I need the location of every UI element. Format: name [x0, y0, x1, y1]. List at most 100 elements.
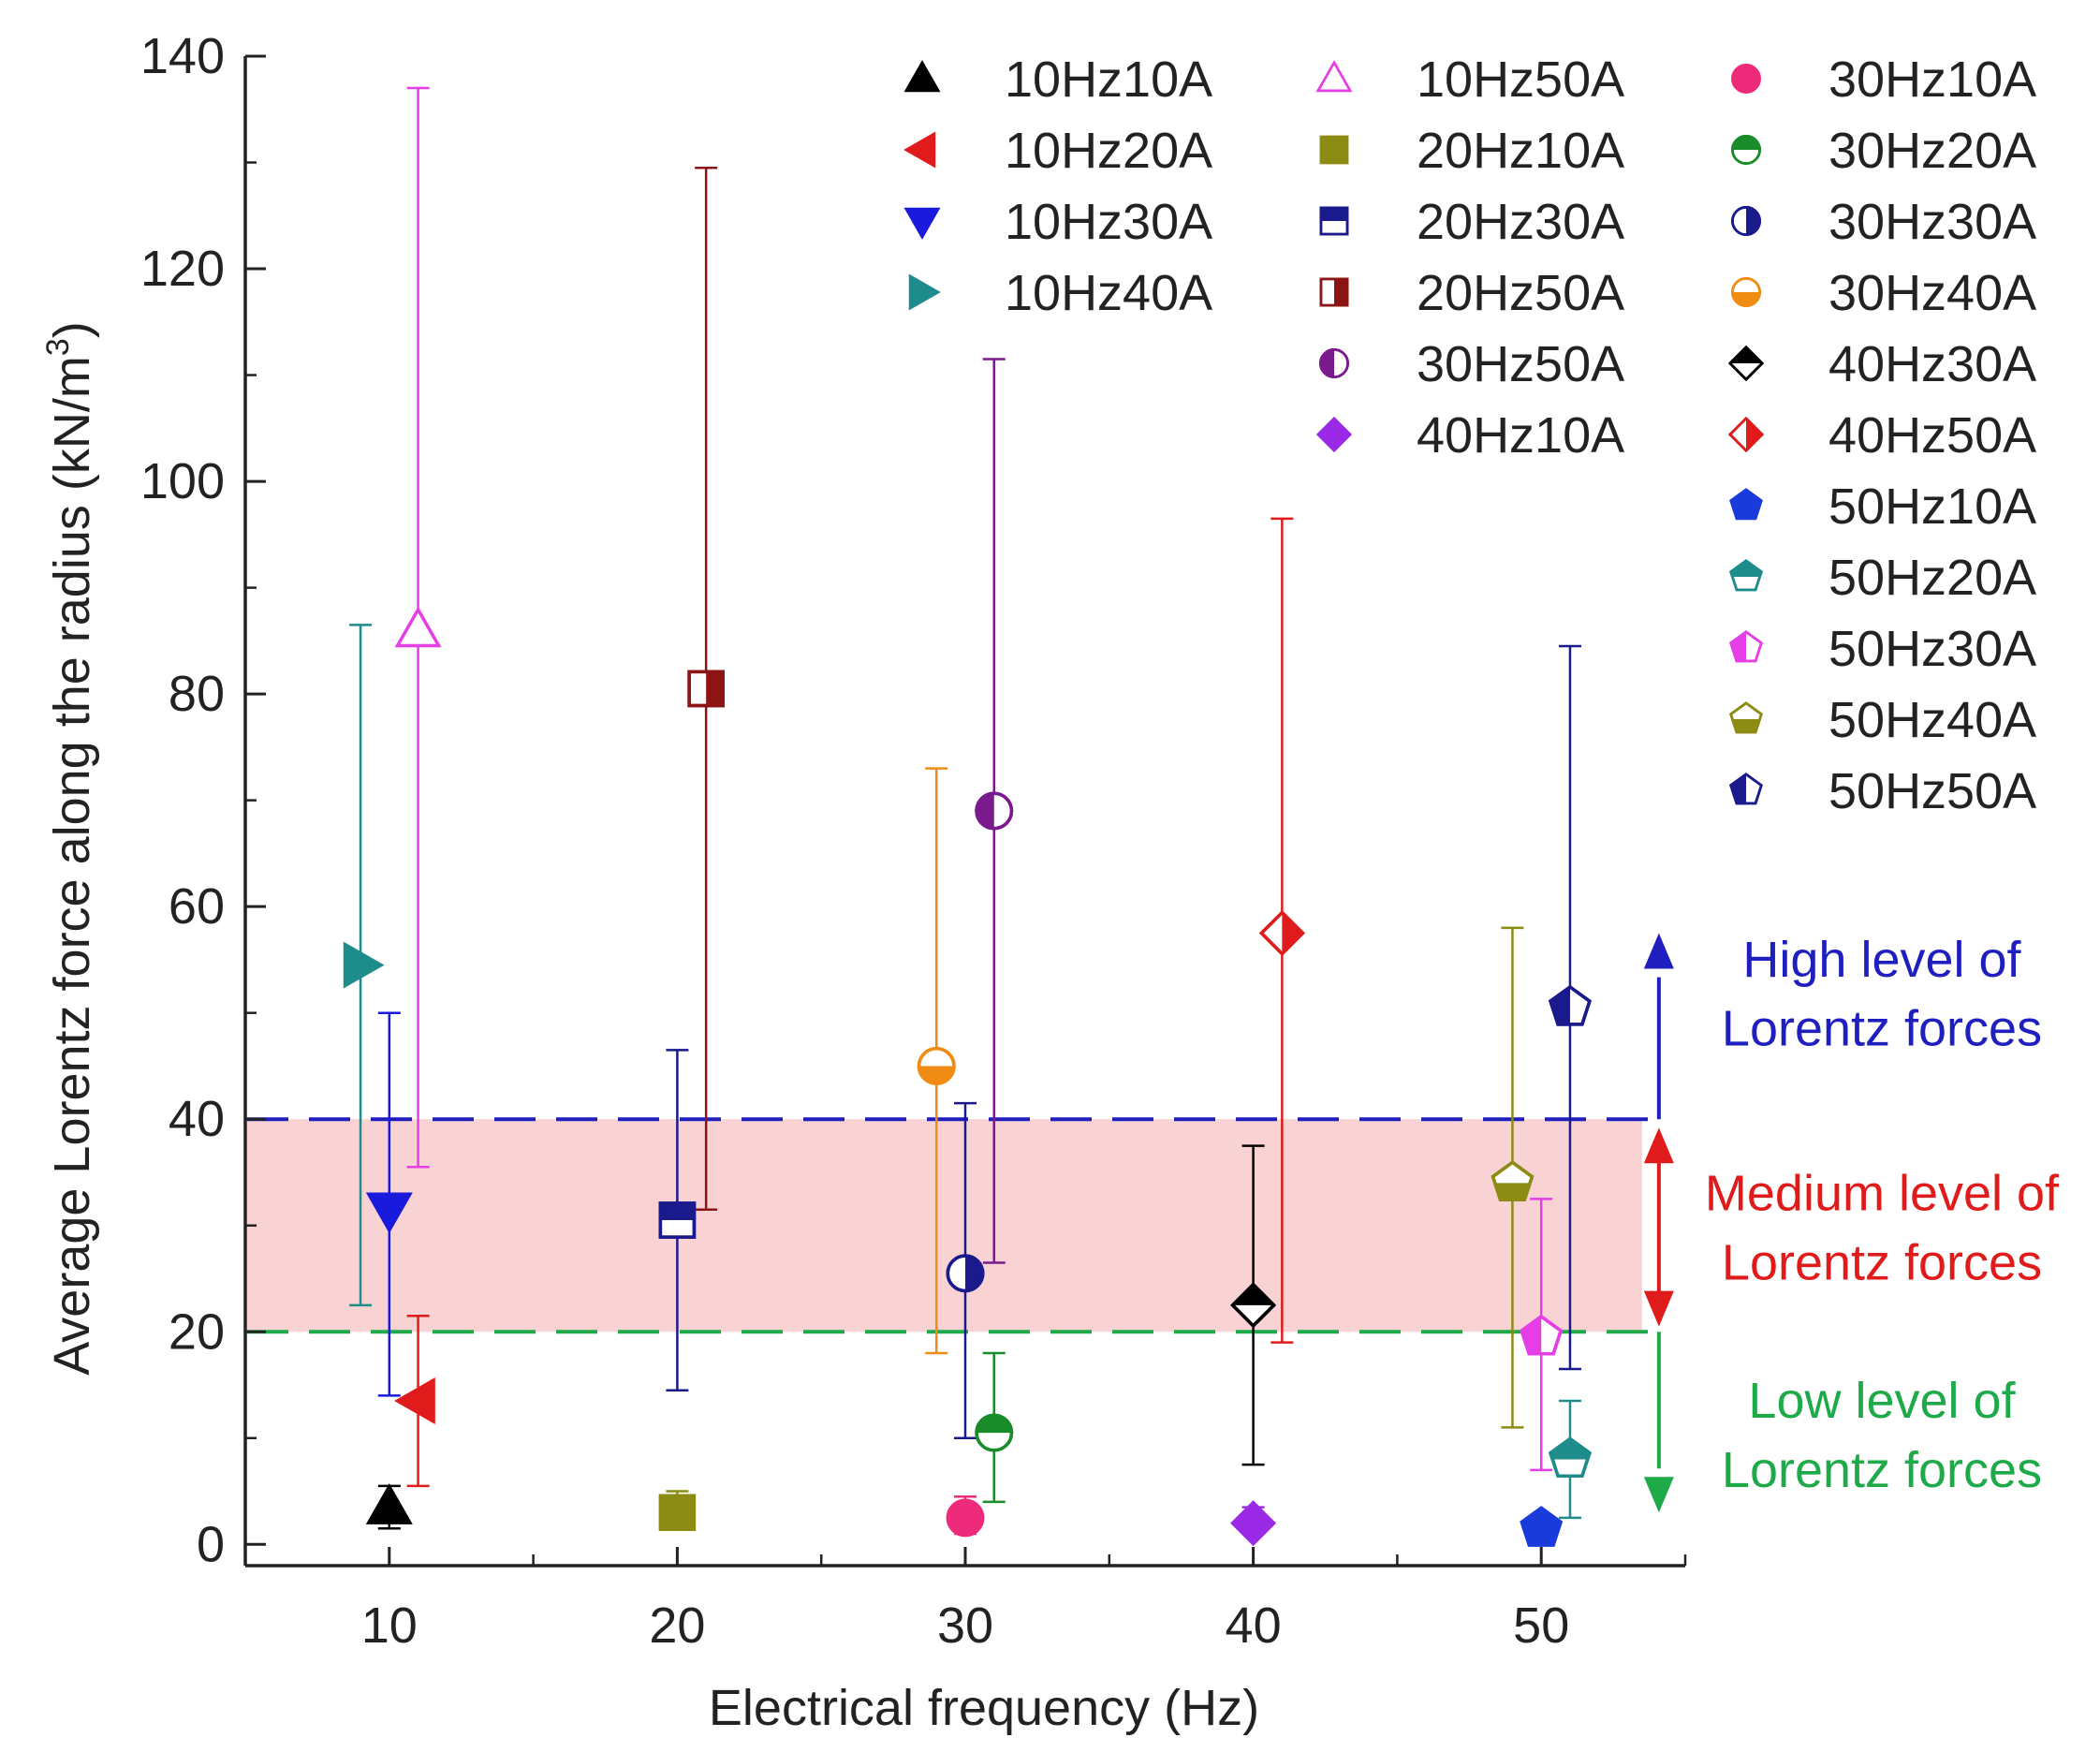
legend-label: 10Hz10A — [1005, 52, 1212, 108]
legend-label: 50Hz30A — [1828, 621, 2036, 677]
legend-label: 50Hz20A — [1828, 550, 2036, 606]
arrow-head-down — [1643, 1290, 1674, 1327]
legend-label: 50Hz10A — [1828, 478, 2036, 535]
x-tick-label: 50 — [1513, 1597, 1569, 1654]
legend-marker-30Hz30A — [1731, 206, 1761, 236]
data-point-30Hz10A — [946, 1498, 985, 1538]
legend-marker-40Hz50A — [1727, 416, 1765, 453]
data-point-10Hz10A — [365, 1483, 413, 1524]
data-point-10Hz20A — [394, 1377, 435, 1425]
medium-level-band — [247, 1119, 1642, 1332]
annotation-low: Low level of Lorentz forces — [1722, 1373, 2042, 1498]
data-point-50Hz30A — [1520, 1314, 1564, 1356]
legend-marker-10Hz50A — [1315, 60, 1353, 93]
data-point-10Hz40A — [343, 941, 385, 989]
legend-item-40Hz50A: 40Hz50A — [1727, 407, 2036, 464]
threshold-lines-layer — [247, 1117, 1659, 1334]
legend-item-20Hz30A: 20Hz30A — [1319, 194, 1624, 250]
y-tick-label: 120 — [140, 241, 225, 297]
data-markers-layer — [343, 606, 1592, 1547]
legend-label: 30Hz20A — [1828, 123, 2036, 179]
legend-marker-50Hz40A — [1729, 701, 1763, 734]
legend-item-30Hz10A: 30Hz10A — [1731, 52, 2036, 108]
legend-item-10Hz40A: 10Hz40A — [908, 265, 1212, 321]
legend-label: 10Hz50A — [1417, 52, 1624, 108]
legend-marker-20Hz30A — [1319, 206, 1349, 236]
y-tick-label: 60 — [169, 878, 225, 935]
data-point-50Hz20A — [1548, 1436, 1592, 1479]
legend-label: 40Hz30A — [1828, 336, 2036, 392]
legend-marker-10Hz40A — [908, 273, 941, 311]
y-tick-label: 140 — [140, 28, 225, 84]
data-point-40Hz50A — [1258, 910, 1305, 957]
arrow-head-down — [1643, 1477, 1674, 1513]
legend-item-50Hz10A: 50Hz10A — [1729, 478, 2036, 535]
legend-label: 30Hz10A — [1828, 52, 2036, 108]
legend-label: 20Hz50A — [1417, 265, 1624, 321]
legend-marker-50Hz50A — [1729, 773, 1763, 805]
annotation-text: Lorentz forces — [1722, 1001, 2042, 1057]
data-point-50Hz10A — [1520, 1506, 1564, 1547]
annotation-high: High level of Lorentz forces — [1722, 932, 2042, 1057]
legend-item-20Hz10A: 20Hz10A — [1319, 123, 1624, 179]
data-point-40Hz30A — [1230, 1282, 1277, 1329]
legend-label: 30Hz50A — [1417, 336, 1624, 392]
annotation-text: Medium level of — [1705, 1166, 2060, 1222]
legend-label: 30Hz30A — [1828, 194, 2036, 250]
legend-marker-10Hz20A — [903, 131, 936, 169]
legend-item-30Hz30A: 30Hz30A — [1731, 194, 2036, 250]
legend-label: 10Hz40A — [1005, 265, 1212, 321]
y-tick-label: 100 — [140, 453, 225, 509]
y-tick-label: 0 — [197, 1516, 225, 1572]
data-point-30Hz40A — [917, 1047, 956, 1085]
legend-label: 20Hz30A — [1417, 194, 1624, 250]
medium-level-band-layer — [247, 1119, 1642, 1332]
annotation-text: Lorentz forces — [1722, 1234, 2042, 1290]
data-point-10Hz50A — [394, 606, 442, 648]
data-point-40Hz10A — [1230, 1500, 1277, 1547]
legend-marker-20Hz50A — [1319, 277, 1349, 307]
legend-marker-40Hz10A — [1315, 416, 1353, 453]
x-tick-label: 40 — [1226, 1597, 1282, 1654]
legend-label: 40Hz50A — [1828, 407, 2036, 464]
data-point-20Hz30A — [658, 1201, 697, 1239]
legend-label: 50Hz50A — [1828, 763, 2036, 819]
legend-item-30Hz50A: 30Hz50A — [1319, 336, 1624, 392]
legend-label: 50Hz40A — [1828, 692, 2036, 748]
legend-marker-40Hz30A — [1727, 345, 1765, 382]
x-tick-label: 20 — [649, 1597, 705, 1654]
legend: 10Hz10A 10Hz20A 10Hz30A 10Hz40A 10Hz50A 20Hz1… — [903, 52, 2036, 819]
legend-label: 20Hz10A — [1417, 123, 1624, 179]
legend-item-50Hz30A: 50Hz30A — [1729, 621, 2036, 677]
legend-item-10Hz30A: 10Hz30A — [903, 194, 1212, 250]
data-point-30Hz50A — [975, 791, 1014, 831]
legend-marker-10Hz10A — [903, 60, 941, 93]
data-point-20Hz10A — [658, 1494, 697, 1532]
legend-item-20Hz50A: 20Hz50A — [1319, 265, 1624, 321]
legend-label: 30Hz40A — [1828, 265, 2036, 321]
legend-marker-50Hz30A — [1729, 630, 1763, 663]
y-tick-label: 20 — [169, 1303, 225, 1360]
data-point-20Hz50A — [687, 670, 725, 708]
arrow-head-up — [1643, 933, 1674, 969]
data-point-50Hz50A — [1548, 984, 1592, 1026]
x-tick-label: 10 — [361, 1597, 418, 1654]
axes-layer: 0 20 40 60 80 100 120 140 10 20 30 40 50 Electrical f… — [40, 28, 1687, 1736]
legend-label: 40Hz10A — [1417, 407, 1624, 464]
legend-label: 10Hz30A — [1005, 194, 1212, 250]
legend-item-30Hz40A: 30Hz40A — [1731, 265, 2036, 321]
annotation-text: Lorentz forces — [1722, 1442, 2042, 1498]
legend-label: 10Hz20A — [1005, 123, 1212, 179]
legend-item-50Hz40A: 50Hz40A — [1729, 692, 2036, 748]
y-axis-label: Average Lorentz force along the radius (… — [40, 321, 100, 1375]
legend-item-10Hz20A: 10Hz20A — [903, 123, 1212, 179]
legend-marker-30Hz20A — [1731, 135, 1761, 165]
legend-marker-10Hz30A — [903, 207, 941, 240]
arrow-head-up — [1643, 1127, 1674, 1164]
legend-item-40Hz10A: 40Hz10A — [1315, 407, 1624, 464]
legend-marker-30Hz50A — [1319, 348, 1349, 378]
y-tick-label: 40 — [169, 1091, 225, 1147]
x-axis-label: Electrical frequency (Hz) — [709, 1680, 1259, 1736]
